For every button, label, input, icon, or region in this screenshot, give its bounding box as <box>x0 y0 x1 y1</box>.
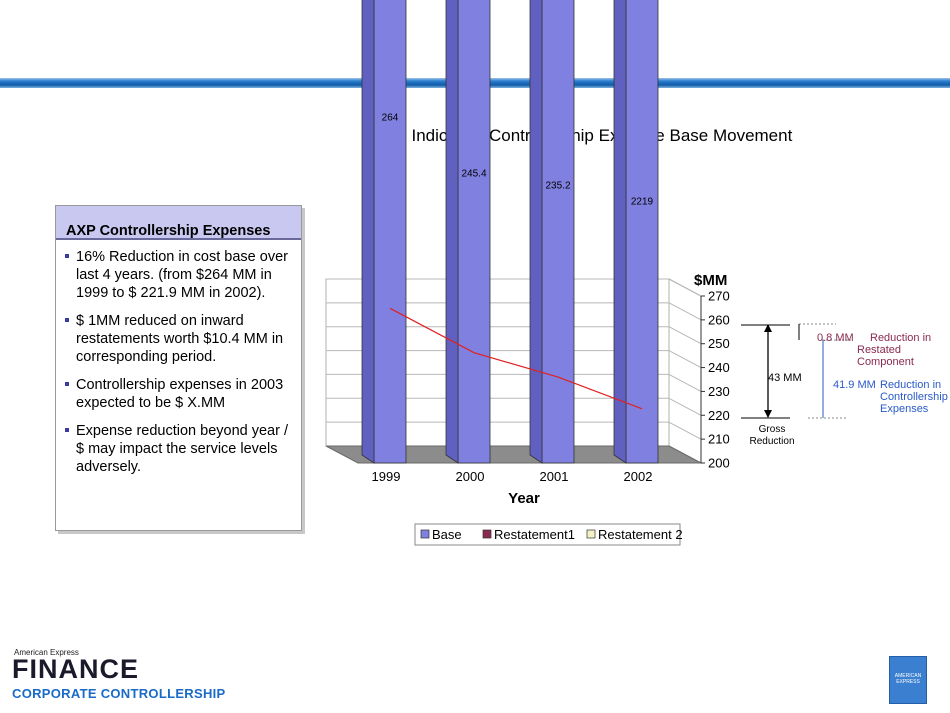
bullet-item: $ 1MM reduced on inward restatements wor… <box>65 312 293 366</box>
arrow-up-icon <box>764 324 772 332</box>
y-axis-title: $MM <box>694 272 727 289</box>
gridline <box>668 278 702 297</box>
finance-logo: FINANCE <box>12 654 139 684</box>
restated-label: Reduction in <box>870 332 931 344</box>
controllership-label: Reduction in <box>880 379 941 391</box>
y-tick-label: 260 <box>708 312 730 327</box>
controllership-label: Expenses <box>880 403 929 415</box>
data-label: 264 <box>382 113 399 124</box>
bar-segment <box>625 0 659 464</box>
legend-box <box>414 523 681 546</box>
gridline <box>668 326 702 345</box>
arrow-down-icon <box>764 410 772 418</box>
plot-side-wall <box>668 278 702 464</box>
controllership-label: Controllership <box>880 391 948 403</box>
data-label: 245.4 <box>461 168 486 179</box>
y-tick-label: 240 <box>708 360 730 375</box>
panel-title: AXP Controllership Expenses <box>56 206 301 240</box>
trend-line <box>389 307 643 410</box>
data-label: 2219 <box>631 196 654 207</box>
bar-segment <box>373 0 407 464</box>
restated-label: Restated <box>857 344 901 356</box>
brand-small-text: American Express <box>14 648 79 657</box>
legend-label: Restatement1 <box>494 527 575 542</box>
legend-swatch <box>586 529 596 539</box>
gross-reduction-label: Reduction <box>749 436 794 447</box>
bar-side <box>613 0 627 464</box>
gridline <box>668 302 702 321</box>
gross-reduction-value: 43 MM <box>768 372 802 384</box>
gridline <box>668 373 702 392</box>
restated-value: 0.8 MM <box>817 332 854 344</box>
x-tick-label: 2002 <box>624 469 653 484</box>
gridline <box>668 350 702 369</box>
x-tick-label: 2001 <box>540 469 569 484</box>
y-tick-label: 220 <box>708 408 730 423</box>
controllership-value: 41.9 MM <box>833 379 876 391</box>
bullet-item: Controllership expenses in 2003 expected… <box>65 376 293 412</box>
amex-logo-icon: AMERICAN EXPRESS <box>889 656 927 704</box>
legend-label: Base <box>432 527 462 542</box>
restated-label: Component <box>857 356 914 368</box>
y-tick-label: 210 <box>708 432 730 447</box>
x-tick-label: 1999 <box>372 469 401 484</box>
x-tick-label: 2000 <box>456 469 485 484</box>
bullet-item: Expense reduction beyond year / $ may im… <box>65 422 293 476</box>
data-label: 235.2 <box>545 180 570 191</box>
gridline <box>668 421 702 440</box>
x-axis-title: Year <box>508 490 540 507</box>
amex-logo-text: AMERICAN EXPRESS <box>894 673 922 685</box>
bullet-item: 16% Reduction in cost base over last 4 y… <box>65 248 293 302</box>
bar-segment <box>541 0 575 464</box>
bar-side <box>529 0 543 464</box>
legend-swatch <box>482 529 492 539</box>
y-tick-label: 200 <box>708 456 730 471</box>
bar-segment <box>457 0 491 464</box>
gross-reduction-label: Gross <box>759 424 786 435</box>
bullet-list: 16% Reduction in cost base over last 4 y… <box>56 240 301 476</box>
bar-side <box>445 0 459 464</box>
y-tick-label: 230 <box>708 384 730 399</box>
legend-swatch <box>420 529 430 539</box>
summary-panel: AXP Controllership Expenses 16% Reductio… <box>55 205 302 531</box>
gridline <box>668 397 702 416</box>
bar-side <box>361 0 375 464</box>
legend-label: Restatement 2 <box>598 527 683 542</box>
y-tick-label: 250 <box>708 336 730 351</box>
y-tick-label: 270 <box>708 289 730 304</box>
corporate-controllership-label: CORPORATE CONTROLLERSHIP <box>12 686 226 701</box>
